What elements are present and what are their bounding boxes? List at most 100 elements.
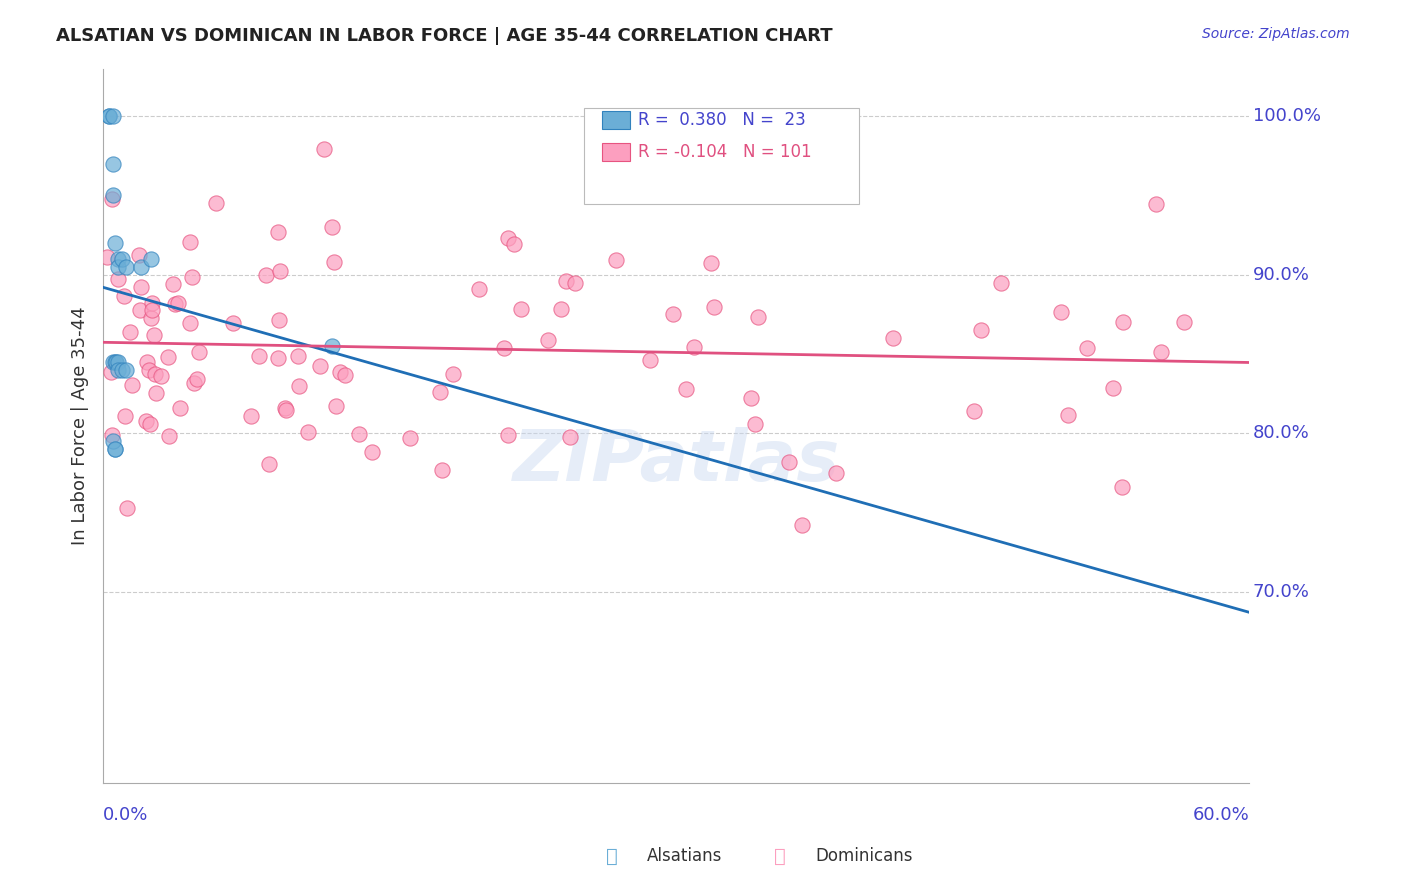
Alsatians xyxy=(103,235,125,250)
Dominicans xyxy=(494,341,516,355)
Dominicans xyxy=(128,303,150,318)
Alsatians xyxy=(101,355,124,369)
Dominicans xyxy=(107,272,129,286)
Dominicans xyxy=(96,250,118,264)
Dominicans xyxy=(141,303,163,318)
Dominicans xyxy=(335,368,357,382)
Dominicans xyxy=(969,323,991,337)
Dominicans xyxy=(1150,345,1173,359)
Alsatians xyxy=(321,339,343,353)
Dominicans xyxy=(101,428,124,442)
Dominicans xyxy=(605,253,627,268)
Text: ZIPatlas: ZIPatlas xyxy=(512,426,839,496)
Dominicans xyxy=(550,302,572,317)
Dominicans xyxy=(329,365,352,379)
Text: ⬜: ⬜ xyxy=(775,847,786,866)
Dominicans xyxy=(165,297,187,311)
Dominicans xyxy=(468,282,491,296)
Alsatians xyxy=(101,157,124,171)
Dominicans xyxy=(325,399,347,413)
Dominicans xyxy=(314,142,336,156)
Dominicans xyxy=(287,349,309,363)
Dominicans xyxy=(187,344,209,359)
Dominicans xyxy=(205,196,228,211)
Text: 0.0%: 0.0% xyxy=(103,806,149,824)
Dominicans xyxy=(181,269,204,284)
Dominicans xyxy=(496,428,519,442)
Dominicans xyxy=(700,256,723,270)
Dominicans xyxy=(1144,197,1167,211)
Dominicans xyxy=(882,331,904,345)
Dominicans xyxy=(537,334,560,348)
Dominicans xyxy=(496,231,519,245)
Dominicans xyxy=(269,313,291,327)
Dominicans xyxy=(179,235,201,249)
Dominicans xyxy=(167,296,190,310)
Y-axis label: In Labor Force | Age 35-44: In Labor Force | Age 35-44 xyxy=(72,306,89,545)
Alsatians xyxy=(107,252,129,266)
Text: ALSATIAN VS DOMINICAN IN LABOR FORCE | AGE 35-44 CORRELATION CHART: ALSATIAN VS DOMINICAN IN LABOR FORCE | A… xyxy=(56,27,832,45)
Dominicans xyxy=(1076,342,1098,356)
Dominicans xyxy=(259,458,281,472)
Dominicans xyxy=(267,351,290,365)
Dominicans xyxy=(509,302,531,317)
Text: ⬜: ⬜ xyxy=(606,847,617,866)
Dominicans xyxy=(747,310,769,324)
Text: Dominicans: Dominicans xyxy=(815,847,912,865)
Dominicans xyxy=(778,455,800,469)
Dominicans xyxy=(112,289,135,303)
Dominicans xyxy=(145,386,167,401)
Dominicans xyxy=(135,414,157,428)
Alsatians xyxy=(97,109,120,123)
Dominicans xyxy=(136,355,159,369)
Dominicans xyxy=(321,219,343,234)
Alsatians xyxy=(101,109,124,123)
Dominicans xyxy=(138,363,160,377)
Dominicans xyxy=(703,300,725,314)
Dominicans xyxy=(247,349,270,363)
Text: 70.0%: 70.0% xyxy=(1253,583,1310,601)
Alsatians xyxy=(131,260,153,274)
Alsatians xyxy=(97,109,120,123)
Dominicans xyxy=(139,310,162,325)
Dominicans xyxy=(162,277,184,291)
Dominicans xyxy=(990,276,1012,290)
Alsatians xyxy=(103,355,125,369)
Text: Alsatians: Alsatians xyxy=(647,847,723,865)
Dominicans xyxy=(744,417,766,431)
FancyBboxPatch shape xyxy=(585,108,859,204)
Dominicans xyxy=(274,401,297,416)
Text: Source: ZipAtlas.com: Source: ZipAtlas.com xyxy=(1202,27,1350,41)
Dominicans xyxy=(101,192,124,206)
Dominicans xyxy=(441,367,464,381)
Dominicans xyxy=(555,274,578,288)
Dominicans xyxy=(222,316,245,330)
Dominicans xyxy=(269,263,291,277)
Dominicans xyxy=(129,280,152,294)
Dominicans xyxy=(740,391,762,405)
Dominicans xyxy=(323,255,346,269)
Text: 90.0%: 90.0% xyxy=(1253,266,1310,284)
Dominicans xyxy=(143,327,166,342)
Dominicans xyxy=(1057,409,1080,423)
Dominicans xyxy=(169,401,191,416)
Alsatians xyxy=(115,363,138,377)
Dominicans xyxy=(1173,315,1195,329)
Dominicans xyxy=(276,403,298,417)
Dominicans xyxy=(100,366,122,380)
Alsatians xyxy=(139,252,162,266)
Dominicans xyxy=(297,425,319,439)
Alsatians xyxy=(107,355,129,369)
Text: R = -0.104   N = 101: R = -0.104 N = 101 xyxy=(638,143,811,161)
Dominicans xyxy=(682,340,704,354)
Dominicans xyxy=(156,350,179,364)
Dominicans xyxy=(141,296,163,310)
Alsatians xyxy=(101,188,124,202)
Dominicans xyxy=(121,377,143,392)
Dominicans xyxy=(429,384,451,399)
Dominicans xyxy=(825,467,848,481)
Alsatians xyxy=(101,434,124,449)
Bar xyxy=(602,112,630,129)
Dominicans xyxy=(308,359,330,373)
Dominicans xyxy=(790,518,813,533)
